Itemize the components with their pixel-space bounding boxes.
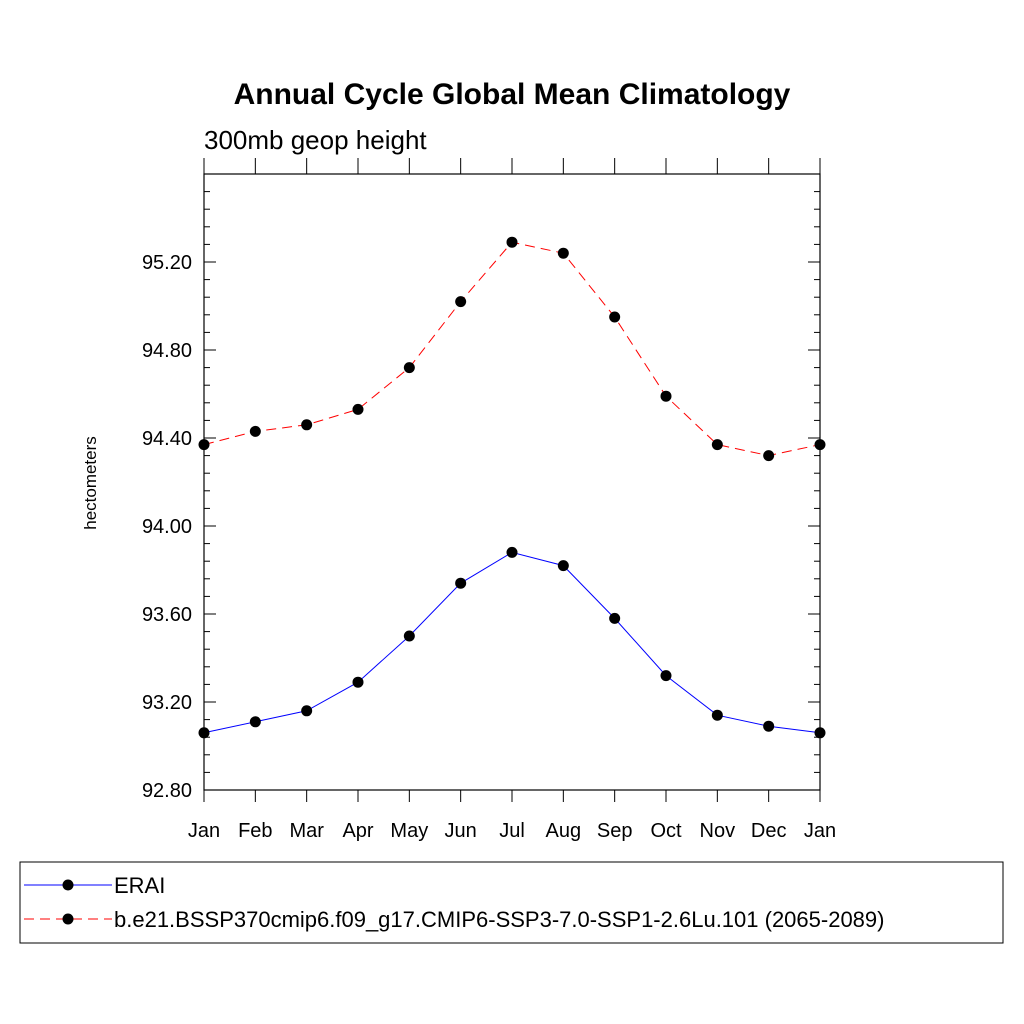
plot-frame: [203, 173, 821, 791]
legend: ERAI b.e21.BSSP370cmip6.f09_g17.CMIP6-SSP…: [19, 861, 1004, 944]
series-2-point: [301, 419, 313, 431]
series-2-point: [763, 450, 775, 462]
series-2-point: [557, 247, 569, 259]
y-tick-label: 94.00: [142, 516, 192, 538]
x-tick-label: Jan: [804, 820, 836, 842]
series-1-point: [249, 716, 261, 728]
legend-label-2: b.e21.BSSP370cmip6.f09_g17.CMIP6-SSP3-7.…: [114, 907, 884, 932]
legend-marker-2: [62, 913, 74, 925]
y-tick-label: 92.80: [142, 780, 192, 802]
legend-box: [19, 861, 1004, 944]
series-2-point: [711, 439, 723, 451]
x-tick-label: Feb: [238, 820, 272, 842]
series-2-point: [660, 390, 672, 402]
series-1-point: [403, 630, 415, 642]
x-tick-label: Mar: [289, 820, 324, 842]
series-1-point: [506, 546, 518, 558]
legend-label-1: ERAI: [114, 873, 165, 898]
x-tick-label: Apr: [342, 820, 373, 842]
y-tick-label: 93.60: [142, 604, 192, 626]
legend-marker-1: [62, 879, 74, 891]
series-line-2: [203, 241, 821, 457]
series-1-point: [609, 612, 621, 624]
x-tick-label: Jul: [499, 820, 525, 842]
x-tick-label: Oct: [650, 820, 682, 842]
chart-subtitle: 300mb geop height: [204, 125, 427, 155]
series-1-point: [301, 705, 313, 717]
series-1-point: [711, 709, 723, 721]
series-2-point: [455, 296, 467, 308]
x-tick-label: Aug: [546, 820, 582, 842]
series-line-1: [203, 551, 821, 734]
plot-area: 92.80 93.20 93.60 94.00 94.40 94.80 95.20 Jan Fe…: [142, 158, 836, 842]
y-axis-label: hectometers: [81, 436, 100, 530]
x-tick-label: Sep: [597, 820, 633, 842]
series-1-point: [455, 577, 467, 589]
series-1-point: [557, 560, 569, 572]
x-tick-label: Jan: [188, 820, 220, 842]
series-2-point: [249, 425, 261, 437]
series-2-point: [609, 311, 621, 323]
y-tick-label: 94.80: [142, 340, 192, 362]
x-tick-label: Nov: [700, 820, 736, 842]
y-tick-label: 93.20: [142, 692, 192, 714]
series-2-point: [506, 236, 518, 248]
chart-title: Annual Cycle Global Mean Climatology: [234, 78, 791, 111]
series-2-point: [352, 403, 364, 415]
y-tick-label: 95.20: [142, 252, 192, 274]
x-tick-label: Dec: [751, 820, 787, 842]
x-tick-label: Jun: [445, 820, 477, 842]
series-1-point: [352, 676, 364, 688]
x-tick-label: May: [390, 820, 428, 842]
series-1-point: [660, 670, 672, 682]
y-tick-label: 94.40: [142, 428, 192, 450]
series-2-point: [403, 362, 415, 374]
series-1-point: [763, 720, 775, 732]
